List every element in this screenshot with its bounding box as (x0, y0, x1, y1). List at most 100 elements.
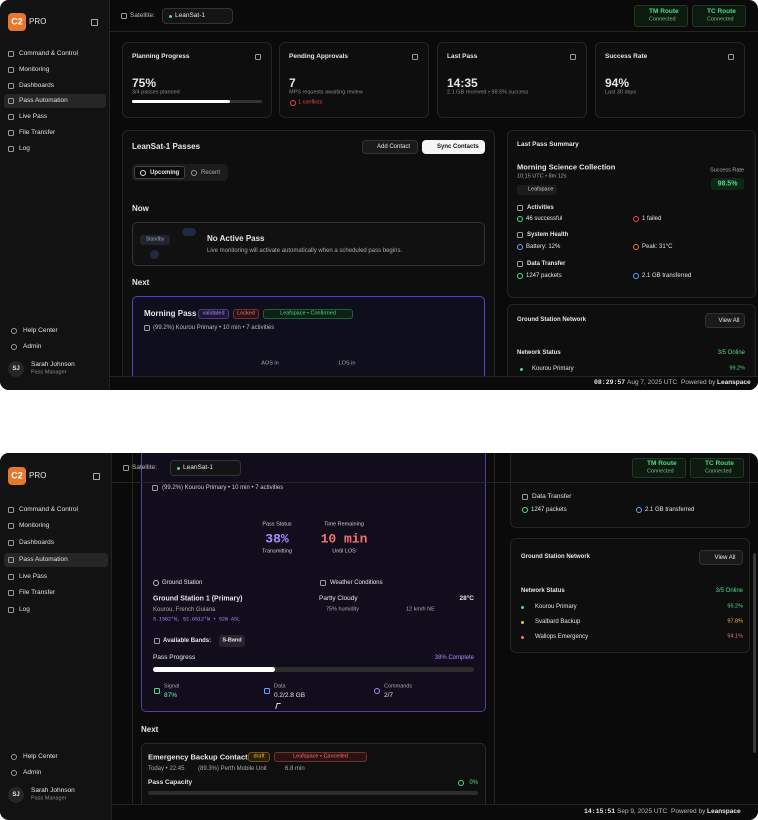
avatar-initials: SJ (12, 366, 20, 372)
tab[interactable]: Upcoming (150, 169, 180, 176)
satellite-select[interactable] (170, 460, 241, 476)
network-status: 3/5 Online (717, 350, 745, 356)
nav-item[interactable]: Pass Automation (19, 96, 68, 104)
nav-item[interactable]: Help Center (23, 752, 58, 760)
tag (263, 309, 353, 319)
indicator (182, 228, 196, 236)
logo: C2 (11, 470, 23, 481)
stat-card (279, 42, 429, 118)
progress-label: Pass Progress (153, 653, 196, 661)
station-name: Kourou Primary (532, 366, 574, 372)
collapse-icon[interactable] (93, 473, 100, 480)
icon (522, 507, 528, 513)
badge-label: Standby (145, 236, 165, 243)
icon (290, 100, 296, 106)
nav-item[interactable]: Command & Control (19, 505, 78, 513)
nav-item[interactable]: Monitoring (19, 521, 50, 529)
button[interactable] (705, 313, 745, 328)
status-dot (177, 466, 180, 470)
stat-value: 14:35 (447, 76, 478, 90)
route-name: TM Route (647, 459, 677, 467)
weather: Partly Cloudy (319, 594, 358, 602)
route-status: Connected (707, 16, 734, 23)
icon (152, 485, 158, 491)
nav-item[interactable]: Log (19, 605, 30, 613)
nav-item[interactable]: Command & Control (19, 49, 78, 57)
passes-panel (132, 453, 495, 820)
nav-item[interactable]: Pass Automation (19, 555, 68, 563)
icon (8, 98, 14, 104)
button[interactable] (422, 140, 485, 154)
brand-name: Leanspace (717, 378, 751, 386)
nav-item[interactable]: Dashboards (19, 81, 55, 89)
button-label: View All (718, 317, 740, 324)
icon (320, 580, 326, 586)
status-dot (521, 635, 524, 639)
stat-detail: 2.1 GB received • 98.5% success (447, 89, 529, 96)
icon (8, 607, 14, 613)
icon (11, 770, 17, 776)
satellite-select[interactable] (162, 8, 233, 24)
tag-label: validated (202, 310, 225, 317)
button[interactable] (362, 140, 418, 154)
pass-detail: (99.2%) Kourou Primary • 10 min • 7 acti… (162, 485, 284, 491)
route-name: TC Route (705, 459, 734, 467)
sidebar (0, 0, 110, 390)
provider: Leafspace (528, 186, 554, 193)
metric: 1247 packets (526, 273, 562, 279)
stat-title: Last Pass (447, 52, 478, 60)
icon (412, 54, 418, 60)
route-badge (632, 458, 686, 478)
nav-item[interactable]: Log (19, 144, 30, 152)
logo: C2 (11, 16, 23, 27)
now-text: Live monitoring will activate automatica… (207, 248, 403, 254)
station-name: Kourou Primary (535, 604, 577, 610)
section-heading: Next (132, 278, 150, 287)
nav-item[interactable]: Live Pass (19, 572, 48, 580)
station-value: 94.1% (727, 633, 743, 640)
now-title: No Active Pass (207, 234, 265, 243)
stat-title: Planning Progress (132, 52, 190, 60)
collapse-icon[interactable] (91, 19, 98, 26)
temperature: 28°C (459, 594, 474, 602)
success-badge (711, 178, 744, 190)
station-name: Svalbard Backup (535, 619, 581, 625)
icon (11, 754, 17, 760)
button[interactable] (699, 550, 743, 565)
nav-item[interactable]: File Transfer (19, 588, 56, 596)
nav-item[interactable]: Help Center (23, 326, 58, 334)
pass-name: Morning Pass (144, 309, 197, 318)
icon (374, 688, 380, 694)
section-label: Activities (527, 205, 554, 211)
nav-item[interactable]: Live Pass (19, 112, 48, 120)
nav-item[interactable]: Admin (23, 768, 42, 776)
band: S-Band (222, 637, 242, 644)
tag (233, 309, 259, 319)
avatar-initials: SJ (12, 792, 20, 798)
icon (458, 780, 464, 786)
tab-active[interactable] (134, 166, 185, 179)
nav-item[interactable]: Monitoring (19, 65, 50, 73)
tag-label: Leafspace • Confirmed (280, 310, 336, 317)
status-dot (521, 620, 524, 624)
tab[interactable]: Recent (201, 169, 221, 176)
indicator (150, 250, 159, 259)
nav-item[interactable]: Dashboards (19, 538, 55, 546)
scrollbar[interactable] (753, 553, 756, 753)
route-name: TM Route (649, 7, 679, 15)
tag (198, 309, 229, 319)
icon (633, 244, 639, 250)
section-label: Data Transfer (527, 261, 566, 267)
stat-card (122, 42, 272, 118)
pass-status: 38% (265, 531, 289, 547)
icon (633, 273, 639, 279)
summary-panel (507, 130, 756, 298)
nav-item[interactable]: File Transfer (19, 128, 56, 136)
icon (8, 540, 14, 546)
nav-item[interactable]: Admin (23, 342, 42, 350)
metric-label: Data (274, 683, 286, 690)
metric: Battery: 12% (526, 244, 561, 250)
icon (144, 325, 150, 331)
icon (8, 574, 14, 580)
